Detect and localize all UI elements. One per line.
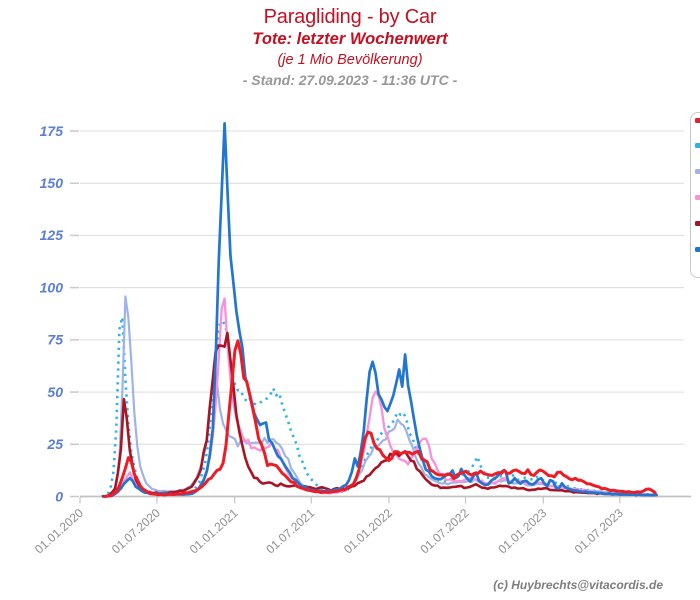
x-tick-label: 01.01.2021 (187, 506, 241, 557)
x-tick-label: 01.01.2023 (495, 506, 549, 557)
x-tick-label: 01.07.2022 (418, 506, 472, 557)
chart-subtitle: Tote: letzter Wochenwert (252, 30, 448, 48)
series-1-red-line (103, 339, 657, 498)
x-tick-label: 01.07.2021 (263, 506, 317, 557)
y-tick-label: 175 (40, 123, 64, 139)
series-2-skyblue-dotted-line (101, 315, 656, 498)
legend-marker-3[interactable] (695, 169, 700, 175)
y-tick-label: 150 (40, 175, 64, 191)
legend-marker-1[interactable] (695, 117, 700, 123)
x-tick-label: 01.07.2020 (109, 506, 163, 557)
chart-status-line: - Stand: 27.09.2023 - 11:36 UTC - (242, 72, 458, 88)
series-6-blue-line (104, 122, 658, 498)
legend-marker-6[interactable] (695, 246, 700, 252)
legend-marker-2[interactable] (695, 143, 700, 149)
legend-box (690, 112, 700, 278)
y-tick-label: 75 (47, 332, 63, 348)
legend-marker-5[interactable] (695, 220, 700, 226)
y-tick-label: 100 (40, 279, 64, 295)
x-tick-label: 01.07.2023 (572, 506, 626, 557)
x-tick-label: 01.01.2022 (341, 506, 395, 557)
series-5-darkred-line (101, 331, 658, 498)
chart-header: Paragliding - by Car Tote: letzter Woche… (0, 6, 700, 90)
y-tick-label: 50 (47, 384, 63, 400)
y-tick-label: 25 (46, 436, 63, 452)
y-tick-label: 125 (40, 227, 64, 243)
legend-marker-4[interactable] (695, 194, 700, 200)
chart-title: Paragliding - by Car (263, 6, 437, 28)
attribution: (c) Huybrechts@vitacordis.de (493, 578, 663, 592)
x-tick-label: 01.01.2020 (32, 506, 86, 557)
chart-subtitle-unit: (je 1 Mio Bevölkerung) (277, 52, 423, 68)
y-tick-label: 0 (55, 488, 63, 504)
